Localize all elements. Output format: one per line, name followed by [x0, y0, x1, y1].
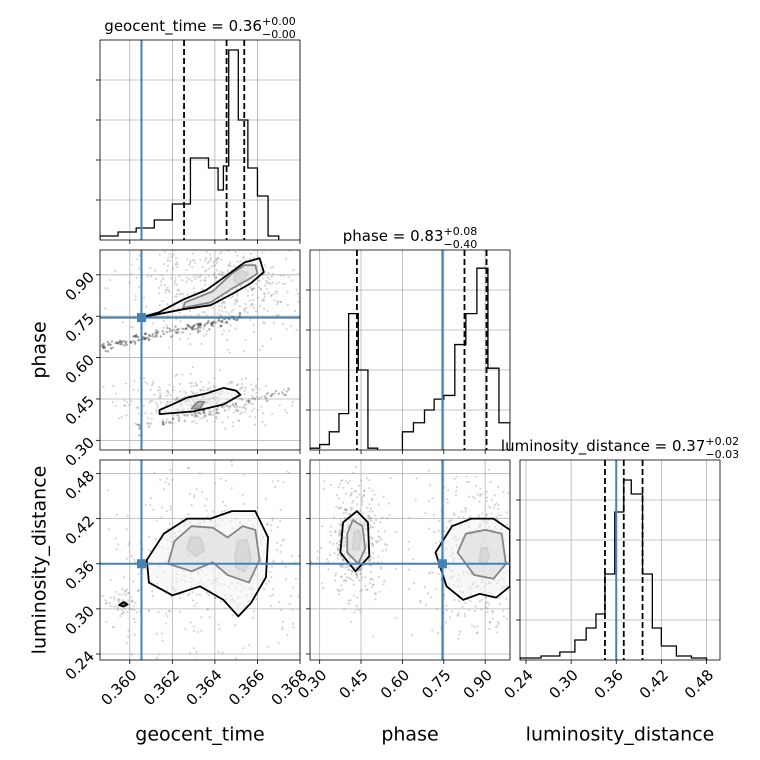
hist-phase-frame [309, 249, 511, 451]
hist-bar-luminosity_distance-9 [631, 494, 642, 660]
panel-luminosity_distance_vs_phase-frame [309, 459, 511, 661]
xtick-label-geocent_time-3: 0.366 [225, 666, 268, 709]
contour-luminosity_distance_vs_phase-5 [434, 517, 510, 601]
xtick-label-phase-3: 0.75 [418, 666, 454, 702]
hist-bar-luminosity_distance-6 [605, 574, 615, 660]
hist-bar-phase-1 [320, 445, 330, 450]
hist-panel-phase: phase = 0.83+0.08−0.40 [306, 225, 511, 454]
hist-bar-phase-15 [488, 368, 499, 450]
xlabel-phase: phase [381, 724, 438, 746]
hist-bar-luminosity_distance-12 [661, 646, 676, 660]
ytick-label-luminosity_distance-4: 0.48 [62, 467, 98, 503]
hist-bar-phase-9 [424, 410, 434, 450]
panel-luminosity_distance_vs_geocent_time: 0.360 0.362 0.364 0.366 0.3680.240.300.360.4… [62, 459, 311, 709]
hist-bar-geocent_time-7 [218, 190, 223, 240]
xtick-label-geocent_time-1: 0.362 [140, 666, 183, 709]
xtick-label-phase-1: 0.45 [335, 666, 371, 702]
hist-bar-geocent_time-5 [190, 158, 208, 240]
hist-bar-luminosity_distance-5 [596, 614, 605, 660]
hist-bar-geocent_time-1 [118, 232, 136, 240]
contour-luminosity_distance_vs_phase-2 [339, 510, 371, 573]
ylabel-luminosity_distance: luminosity_distance [29, 466, 51, 655]
hist-title-sub-phase: −0.40 [444, 238, 478, 251]
hist-bar-phase-11 [444, 395, 455, 450]
hist-bar-geocent_time-4 [172, 204, 190, 240]
hist-panel-geocent_time: geocent_time = 0.36+0.00−0.00 [96, 15, 301, 244]
xtick-label-geocent_time-0: 0.360 [97, 666, 140, 709]
truth-marker-luminosity_distance_vs_phase [437, 559, 447, 569]
hist-title-sub-luminosity_distance: −0.03 [705, 448, 739, 461]
xtick-label-phase-4: 0.90 [460, 666, 496, 702]
xtick-label-phase-2: 0.60 [377, 666, 413, 702]
xlabel-luminosity_distance: luminosity_distance [526, 724, 715, 746]
panel-luminosity_distance_vs_geocent_time-frame [99, 459, 301, 661]
hist-bar-luminosity_distance-8 [624, 480, 632, 660]
ytick-label-luminosity_distance-1: 0.30 [62, 602, 98, 638]
truth-marker-phase_vs_geocent_time [136, 313, 146, 323]
hist-bar-phase-7 [402, 432, 413, 450]
panel-luminosity_distance_vs_phase: 0.30 0.45 0.60 0.75 0.90 [294, 459, 511, 702]
xtick-label-geocent_time-2: 0.364 [183, 666, 226, 709]
hist-bar-geocent_time-12 [257, 196, 268, 240]
xtick-label-luminosity_distance-1: 0.30 [546, 666, 582, 702]
panel-phase_vs_geocent_time: 0.30 0.45 0.60 0.75 0.90 [62, 249, 301, 470]
hist-title-geocent_time: geocent_time = 0.36+0.00 [104, 15, 295, 36]
hist-bar-phase-8 [413, 423, 424, 450]
ylabel-phase: phase [29, 321, 51, 378]
hist-bar-geocent_time-6 [209, 168, 219, 240]
contour-luminosity_distance_vs_geocent_time-4 [118, 601, 129, 608]
hist-line-geocent_time [100, 49, 280, 240]
ytick-label-luminosity_distance-3: 0.42 [62, 512, 98, 548]
hist-bar-luminosity_distance-3 [575, 640, 586, 660]
hist-bar-phase-2 [329, 432, 339, 450]
hist-bar-luminosity_distance-10 [643, 574, 653, 660]
hist-bar-geocent_time-2 [136, 228, 154, 240]
hist-bar-luminosity_distance-2 [560, 652, 575, 660]
ytick-label-phase-4: 0.90 [62, 268, 98, 304]
hist-title-luminosity_distance: luminosity_distance = 0.37+0.02 [501, 435, 739, 456]
ytick-label-phase-0: 0.30 [62, 434, 98, 470]
hist-bar-luminosity_distance-11 [652, 628, 661, 660]
hist-bar-phase-13 [466, 314, 477, 450]
hist-line-phase [310, 267, 510, 450]
hist-bar-geocent_time-11 [248, 168, 258, 240]
hist-title-phase: phase = 0.83+0.08 [343, 225, 478, 245]
ytick-label-luminosity_distance-2: 0.36 [62, 557, 98, 593]
hist-luminosity_distance-frame [519, 459, 721, 661]
ytick-label-phase-1: 0.45 [62, 392, 98, 428]
ytick-label-luminosity_distance-0: 0.24 [62, 647, 98, 683]
hist-panel-luminosity_distance: 0.24 0.30 0.36 0.42 0.48 luminosity_distance … [500, 435, 739, 702]
xtick-label-luminosity_distance-0: 0.24 [500, 666, 536, 702]
panel-phase_vs_geocent_time-frame [99, 249, 301, 451]
truth-marker-luminosity_distance_vs_geocent_time [136, 559, 146, 569]
hist-bar-phase-3 [339, 414, 349, 450]
hist-title-sub-geocent_time: −0.00 [262, 28, 296, 41]
xtick-label-luminosity_distance-4: 0.48 [681, 666, 717, 702]
hist-geocent_time-frame [99, 39, 301, 241]
ytick-label-phase-3: 0.75 [62, 309, 98, 345]
hist-bar-geocent_time-9 [229, 50, 239, 240]
xtick-label-luminosity_distance-3: 0.42 [636, 666, 672, 702]
contour-phase_vs_geocent_time-4 [158, 387, 242, 416]
hist-bar-luminosity_distance-4 [586, 628, 596, 660]
xtick-label-luminosity_distance-2: 0.36 [591, 666, 627, 702]
hist-bar-geocent_time-10 [238, 120, 248, 240]
xlabel-geocent_time: geocent_time [135, 724, 264, 746]
hist-line-luminosity_distance [520, 479, 708, 660]
ytick-label-phase-2: 0.60 [62, 351, 98, 387]
contour-phase_vs_geocent_time-2 [139, 257, 265, 319]
hist-bar-geocent_time-3 [154, 220, 172, 240]
